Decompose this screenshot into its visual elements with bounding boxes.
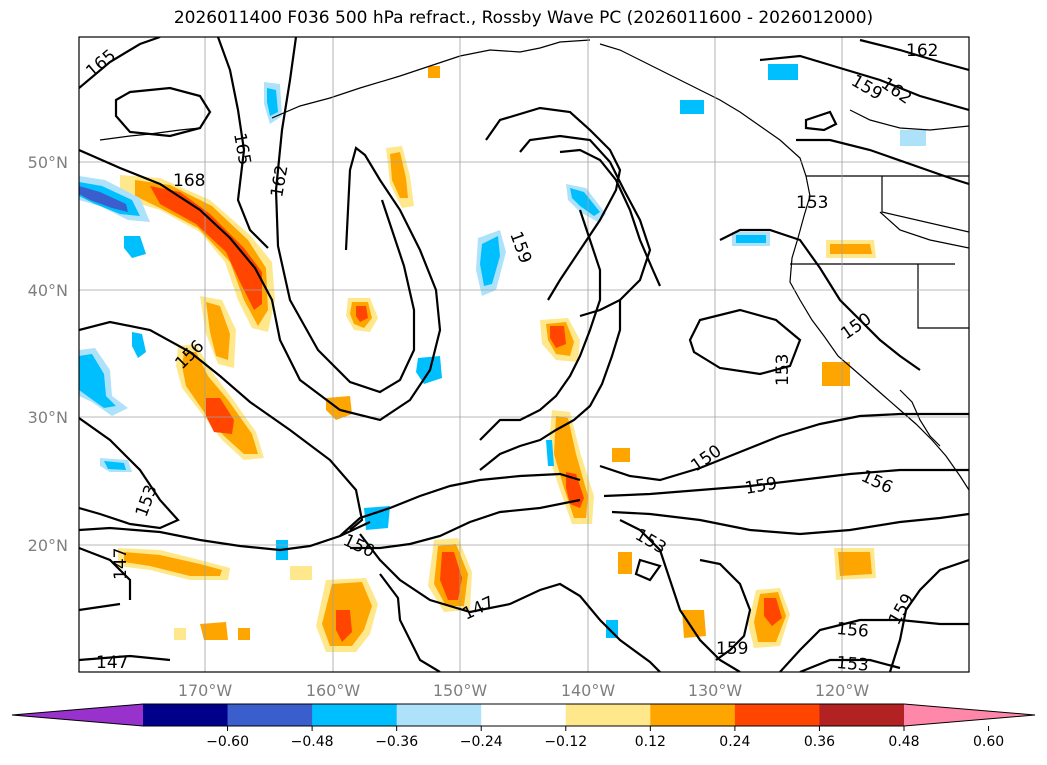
longitude-labels: 170°W 160°W 150°W 140°W 130°W 120°W bbox=[178, 681, 870, 700]
colorbar-segment bbox=[650, 704, 736, 726]
colorbar-tick-label: −0.60 bbox=[206, 734, 249, 750]
lon-label: 130°W bbox=[688, 681, 743, 700]
contour-label: 159 bbox=[716, 639, 748, 659]
colorbar-segment bbox=[565, 704, 651, 726]
colorbar-segment bbox=[396, 704, 482, 726]
colorbar-tick-label: −0.24 bbox=[460, 734, 503, 750]
lat-label: 40°N bbox=[28, 281, 68, 300]
contour-label: 168 bbox=[173, 171, 205, 191]
contour-label: 153 bbox=[773, 354, 793, 386]
colorbar-tick-label: 0.48 bbox=[888, 734, 919, 750]
contour-label: 147 bbox=[96, 653, 128, 673]
lat-label: 30°N bbox=[28, 408, 68, 427]
lon-label: 140°W bbox=[561, 681, 616, 700]
lon-label: 170°W bbox=[178, 681, 233, 700]
colorbar-segment bbox=[143, 704, 229, 726]
latitude-labels: 50°N 40°N 30°N 20°N bbox=[28, 153, 68, 555]
lon-label: 120°W bbox=[815, 681, 870, 700]
contour-label: 153 bbox=[796, 193, 828, 213]
colorbar-segment bbox=[819, 704, 905, 726]
contour-label: 156 bbox=[836, 619, 870, 642]
colorbar-outline bbox=[11, 703, 1036, 727]
colorbar-segment bbox=[481, 704, 567, 726]
colorbar-tick-label: −0.12 bbox=[544, 734, 587, 750]
colorbar-tick-label: −0.36 bbox=[375, 734, 418, 750]
colorbar-tick-label: 0.60 bbox=[973, 734, 1004, 750]
colorbar-segment bbox=[734, 704, 820, 726]
anomaly-fill-layer bbox=[79, 64, 926, 652]
contour-label: 162 bbox=[906, 41, 938, 61]
contour-lines bbox=[79, 37, 969, 672]
colorbar-segment bbox=[227, 704, 313, 726]
colorbar-extend-min bbox=[12, 704, 143, 726]
colorbar-segment bbox=[312, 704, 398, 726]
map-title: 2026011400 F036 500 hPa refract., Rossby… bbox=[173, 8, 874, 28]
lon-label: 150°W bbox=[433, 681, 488, 700]
lat-label: 20°N bbox=[28, 536, 68, 555]
colorbar-extend-max bbox=[904, 704, 1035, 726]
lat-label: 50°N bbox=[28, 153, 68, 172]
lon-label: 160°W bbox=[306, 681, 361, 700]
colorbar-tick-label: 0.36 bbox=[804, 734, 835, 750]
colorbar-tick-label: −0.48 bbox=[291, 734, 334, 750]
map-frame bbox=[78, 36, 970, 673]
contour-label: 153 bbox=[836, 653, 870, 676]
contour-label: 147 bbox=[111, 548, 131, 580]
colorbar-tick-label: 0.24 bbox=[719, 734, 750, 750]
colorbar: −0.60 −0.48 −0.36 −0.24 −0.12 0.12 0.24 0.36 0.4… bbox=[11, 703, 1036, 750]
colorbar-tick-label: 0.12 bbox=[635, 734, 666, 750]
